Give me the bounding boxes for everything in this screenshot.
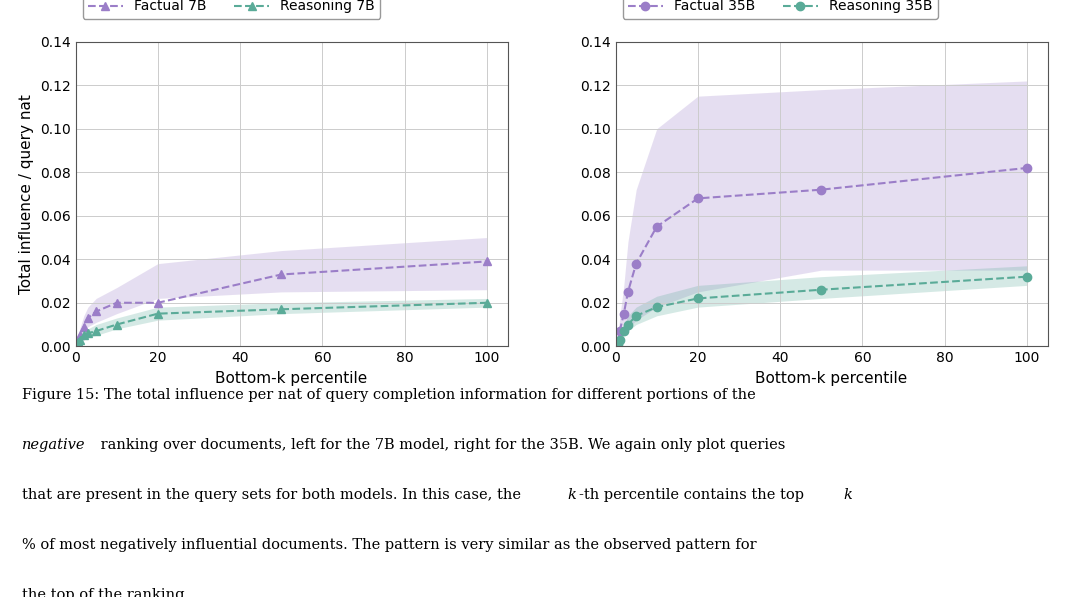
Factual 35B [611,338,624,346]
Text: negative: negative [22,438,85,452]
Text: the top of the ranking.: the top of the ranking. [22,588,189,597]
Line: Factual 35B: Factual 35B [613,164,1031,346]
Factual 7B [481,258,494,265]
Factual 35B [1021,164,1034,171]
Y-axis label: Total influence / query nat: Total influence / query nat [19,94,35,294]
Reasoning 7B [481,299,494,306]
Factual 7B [71,338,84,346]
X-axis label: Bottom-k percentile: Bottom-k percentile [216,371,367,386]
Reasoning 7B [71,338,84,346]
Factual 7B [110,299,123,306]
Reasoning 35B [621,321,634,328]
Text: k: k [843,488,852,502]
Line: Reasoning 7B: Reasoning 7B [73,298,491,346]
Reasoning 35B [814,286,827,293]
Text: Figure 15: The total influence per nat of query completion information for diffe: Figure 15: The total influence per nat o… [22,388,755,402]
Reasoning 35B [630,312,643,319]
Reasoning 7B [73,336,86,343]
Text: -th percentile contains the top: -th percentile contains the top [579,488,809,502]
Factual 35B [630,260,643,267]
Reasoning 7B [78,332,91,339]
X-axis label: Bottom-k percentile: Bottom-k percentile [756,371,907,386]
Reasoning 7B [110,321,123,328]
Factual 35B [621,288,634,296]
Factual 35B [613,327,626,334]
Reasoning 7B [90,327,103,334]
Reasoning 35B [613,336,626,343]
Text: ranking over documents, left for the 7B model, right for the 35B. We again only : ranking over documents, left for the 7B … [96,438,785,452]
Line: Reasoning 35B: Reasoning 35B [613,272,1031,348]
Factual 35B [650,223,663,230]
Reasoning 35B [618,327,631,334]
Reasoning 7B [274,306,287,313]
Reasoning 35B [650,303,663,310]
Legend: Factual 7B, Reasoning 7B: Factual 7B, Reasoning 7B [82,0,380,19]
Text: that are present in the query sets for both models. In this case, the: that are present in the query sets for b… [22,488,525,502]
Factual 35B [814,186,827,193]
Factual 7B [90,308,103,315]
Factual 7B [81,315,94,322]
Reasoning 7B [151,310,164,317]
Reasoning 35B [1021,273,1034,280]
Factual 7B [151,299,164,306]
Reasoning 7B [81,330,94,337]
Line: Factual 7B: Factual 7B [73,257,491,346]
Reasoning 35B [611,340,624,347]
Factual 7B [73,332,86,339]
Factual 35B [691,195,704,202]
Text: % of most negatively influential documents. The pattern is very similar as the o: % of most negatively influential documen… [22,538,756,552]
Factual 35B [618,310,631,317]
Text: k: k [567,488,576,502]
Legend: Factual 35B, Reasoning 35B: Factual 35B, Reasoning 35B [622,0,937,19]
Reasoning 35B [691,295,704,302]
Factual 7B [78,323,91,330]
Factual 7B [274,271,287,278]
